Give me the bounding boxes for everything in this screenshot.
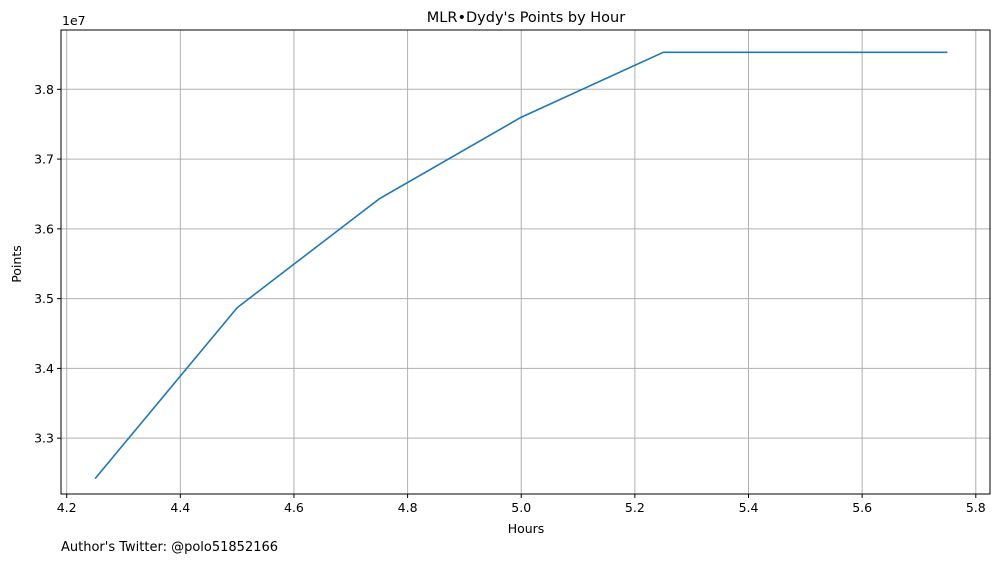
- plot-frame: [60, 29, 991, 495]
- series-line: [94, 51, 948, 480]
- y-tick-label: 3.4: [34, 361, 54, 376]
- x-tick-label: 5.2: [625, 500, 645, 515]
- series-layer: [94, 51, 948, 480]
- x-tick-label: 4.8: [398, 500, 418, 515]
- x-tick-label: 5.6: [852, 500, 872, 515]
- grid: [61, 30, 990, 494]
- x-tick-label: 5.4: [739, 500, 759, 515]
- y-axis-offset-text: 1e7: [62, 13, 86, 28]
- y-tick-label: 3.6: [34, 221, 54, 236]
- x-axis-label: Hours: [508, 521, 545, 536]
- x-tick-label: 5.8: [966, 500, 986, 515]
- author-twitter-footnote: Author's Twitter: @polo51852166: [61, 540, 278, 555]
- x-tick-label: 4.4: [170, 500, 190, 515]
- y-tick-label: 3.7: [34, 152, 54, 167]
- y-tick-label: 3.5: [34, 291, 54, 306]
- y-axis-label: Points: [9, 245, 24, 283]
- y-tick-label: 3.3: [34, 431, 54, 446]
- x-tick-label: 4.6: [284, 500, 304, 515]
- x-tick-label: 5.0: [511, 500, 531, 515]
- y-tick-label: 3.8: [34, 82, 54, 97]
- x-tick-label: 4.2: [57, 500, 77, 515]
- axis-ticks: 4.2 4.4 4.6 4.8 5.0 5.2 5.4 5.6 5.8 3.3 3.4 3.5 3.6 3…: [34, 82, 986, 515]
- chart-title: MLR•Dydy's Points by Hour: [427, 10, 625, 26]
